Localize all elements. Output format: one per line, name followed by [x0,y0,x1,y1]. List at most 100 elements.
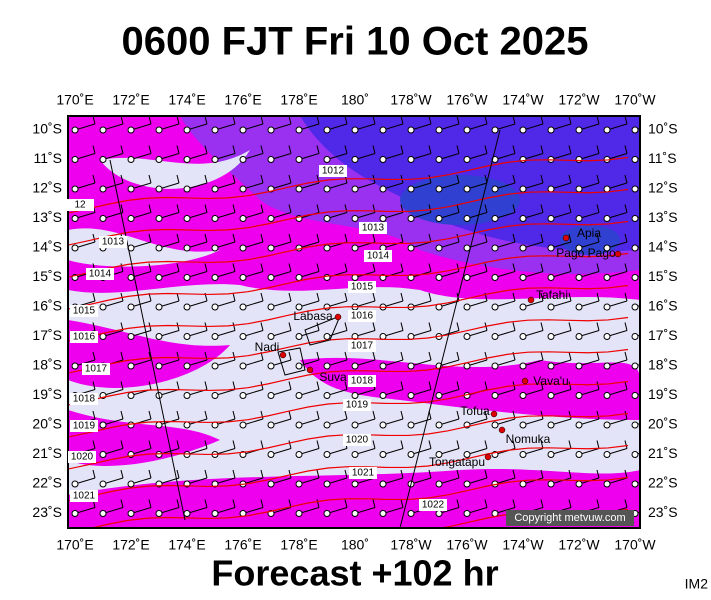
lat-label: 11˚S [648,150,677,166]
isobar-label-box [359,222,387,234]
wind-barb [540,351,544,361]
place-name: Apia [577,226,601,240]
station [155,303,163,311]
isobar-label: 1020 [71,452,94,463]
wind-barb [120,145,124,154]
isobar [68,380,629,438]
lon-label: 174˚E [168,92,205,108]
wind-barb [316,322,320,331]
station [379,215,387,222]
wind-barb [120,469,124,479]
station [127,362,135,370]
wind-barb [176,174,180,184]
station [127,303,135,311]
station [631,215,639,222]
wind-barb [484,145,488,154]
lat-label: 13˚S [32,209,62,225]
station [463,126,471,134]
wind-barb [232,410,236,420]
station [603,185,611,193]
station [295,185,303,193]
wind-barb [484,116,488,125]
wind-barb [596,204,600,213]
place-dot [521,377,529,385]
station [239,333,247,340]
station [99,303,107,311]
forecast-label: Forecast +102 hr [211,553,498,594]
station [491,333,499,340]
station [351,215,359,222]
wind-barb [540,145,544,154]
station [603,274,611,281]
lat-label: 23˚S [648,504,678,520]
wind-barb [596,116,600,125]
station [631,126,639,134]
lat-label: 19˚S [648,386,678,402]
wind-barb [204,381,208,390]
wind-barb [204,204,208,213]
wind-barb [568,116,572,125]
station [491,510,499,517]
wind-barb [316,263,320,272]
station [155,451,163,458]
isobar-label-box [364,250,392,262]
station [351,156,359,163]
station [211,185,219,193]
station [295,451,303,458]
station [463,510,471,517]
wind-barb [288,204,292,213]
station [211,333,219,340]
wind-barb [288,116,292,125]
isobar-label: 1016 [73,332,96,343]
station [547,303,555,311]
wind-barb [484,499,488,508]
lat-label: 16˚S [648,298,678,314]
station [463,156,471,163]
station [183,156,191,163]
isobar-label-box [319,165,347,177]
station [71,156,79,163]
wind-barb [596,292,600,302]
wind-barb [596,499,600,508]
isobar [68,220,629,278]
wind-barb [344,410,348,420]
wind-barb [316,145,320,154]
station [435,156,443,163]
station [491,215,499,222]
wind-barb [540,381,544,390]
station [519,303,527,311]
wind-barb [456,174,460,184]
station [211,303,219,311]
wind-barb [316,233,320,243]
wind-barb [596,381,600,390]
lon-label: 180˚ [341,92,369,108]
isobar-label-box [419,499,447,511]
station [239,451,247,458]
station [547,215,555,222]
station [407,421,415,429]
wind-barb [428,174,432,184]
isobar [68,412,629,470]
wind-barb [232,174,236,184]
wind-barb [204,233,208,243]
station [183,362,191,370]
place-dot [527,296,535,304]
place-name: Vava'u [533,374,568,388]
wind-barb [92,440,96,449]
wind-barb [512,292,516,302]
wind-barb [344,292,348,302]
isobar-label-box [348,375,376,387]
isobar-label: 1013 [102,237,125,248]
wind-barb [596,351,600,361]
wind-barb [260,410,264,420]
station [463,185,471,193]
station [631,392,639,399]
station [379,392,387,399]
wind-barb [400,292,404,302]
lat-label: 10˚S [32,121,62,137]
wind-barb [428,292,432,302]
wind-barb [372,292,376,302]
lon-label: 176˚W [446,92,488,108]
wind-barb [456,499,460,508]
